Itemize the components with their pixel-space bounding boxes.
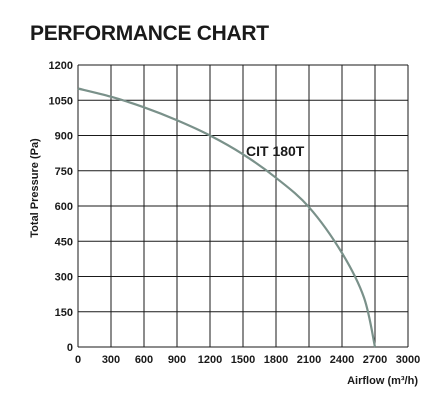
x-tick-label: 3000	[396, 354, 420, 366]
y-tick-label: 1050	[49, 95, 73, 107]
x-tick-label: 1200	[198, 354, 222, 366]
chart-title: PERFORMANCE CHART	[30, 22, 269, 45]
y-tick-label: 900	[55, 131, 73, 143]
x-tick-label: 900	[168, 354, 186, 366]
x-tick-label: 1500	[231, 354, 255, 366]
y-tick-label: 1200	[49, 60, 73, 72]
y-tick-label: 300	[55, 272, 73, 284]
y-tick-label: 750	[55, 166, 73, 178]
series-label: CIT 180T	[246, 143, 305, 159]
x-tick-label: 0	[75, 354, 81, 366]
y-tick-label: 150	[55, 307, 73, 319]
x-tick-labels: 0 300 600 900 1200 1500 1800 2100 2400 2700 3000	[75, 354, 420, 366]
x-axis-label: Airflow (m³/h)	[347, 375, 418, 387]
series-layer: CIT 180T	[77, 87, 377, 348]
y-tick-label: 0	[67, 342, 73, 354]
grid	[77, 64, 409, 348]
y-tick-label: 600	[55, 201, 73, 213]
x-tick-label: 600	[135, 354, 153, 366]
y-tick-label: 450	[55, 236, 73, 248]
x-tick-label: 1800	[264, 354, 288, 366]
x-tick-label: 2400	[330, 354, 354, 366]
y-tick-labels: 0 150 300 450 600 750 900 1050 1200	[49, 60, 73, 354]
x-tick-label: 2100	[297, 354, 321, 366]
series-line	[77, 87, 377, 348]
x-tick-label: 2700	[363, 354, 387, 366]
y-axis-label: Total Pressure (Pa)	[29, 138, 41, 238]
x-tick-label: 300	[102, 354, 120, 366]
